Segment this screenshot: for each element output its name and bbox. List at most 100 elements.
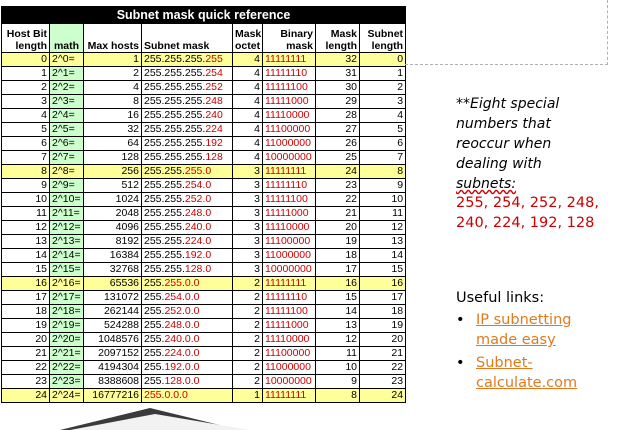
cell-max-hosts: 8192 — [83, 234, 142, 249]
mask-value: 255 — [164, 277, 182, 290]
cell-mask-length: 12 — [315, 332, 360, 347]
cell-mask-octet: 3 — [232, 234, 263, 249]
mask-value: 255 — [205, 53, 223, 66]
cell-binary-mask: 11100000 — [262, 234, 316, 249]
cell-subnet-mask: 255.255.255.252 — [141, 80, 233, 95]
cell-binary-mask: 11000000 — [262, 248, 316, 263]
cell-math: 2^16= — [49, 276, 84, 291]
cell-max-hosts: 4 — [83, 80, 142, 95]
mask-prefix: 255. — [144, 277, 165, 290]
mask-value: 254 — [164, 291, 182, 304]
table-row: 14 2^14= 16384 255.255.192.0 3 11000000 18 14 — [1, 248, 407, 263]
cell-mask-octet: 4 — [232, 66, 263, 81]
cell-mask-length: 26 — [315, 136, 360, 151]
cell-subnet-length: 4 — [358, 108, 407, 123]
slide-corner-decoration — [60, 408, 250, 430]
cell-subnet-length: 14 — [358, 248, 407, 263]
cell-max-hosts: 1048576 — [83, 332, 142, 347]
cell-mask-length: 31 — [315, 66, 360, 81]
cell-host-bits: 8 — [1, 164, 50, 179]
mask-prefix: 255.255. — [144, 235, 185, 248]
mask-value: 224 — [184, 235, 203, 248]
table-row: 6 2^6= 64 255.255.255.192 4 11000000 26 6 — [1, 136, 407, 151]
mask-suffix: .0 — [202, 207, 212, 220]
mask-prefix: 255.255. — [144, 221, 185, 234]
table-row: 15 2^15= 32768 255.255.128.0 3 10000000 17 15 — [1, 262, 407, 277]
cell-max-hosts: 131072 — [83, 290, 142, 305]
table-row: 7 2^7= 128 255.255.255.128 4 10000000 25 7 — [1, 150, 407, 165]
cell-max-hosts: 32 — [83, 122, 142, 137]
mask-prefix: 255. — [144, 305, 165, 318]
cell-host-bits: 12 — [1, 220, 50, 235]
cell-subnet-length: 3 — [358, 94, 407, 109]
cell-binary-mask: 11111100 — [262, 80, 316, 95]
table-row: 3 2^3= 8 255.255.255.248 4 11111000 29 3 — [1, 94, 407, 109]
cell-subnet-length: 23 — [358, 374, 407, 389]
mask-value: 240 — [205, 109, 223, 122]
link-ip-subnetting[interactable]: IP subnetting made easy — [476, 312, 572, 348]
mask-value: 192 — [205, 137, 223, 150]
mask-prefix: 255.255.255. — [144, 81, 206, 94]
cell-host-bits: 24 — [1, 388, 50, 403]
cell-max-hosts: 16 — [83, 108, 142, 123]
mask-prefix: 255.255. — [144, 207, 185, 220]
link-subnet-calculate[interactable]: Subnet-calculate.com — [476, 355, 578, 391]
mask-suffix: .0.0 — [181, 333, 200, 346]
mask-suffix: .0 — [202, 235, 212, 248]
cell-binary-mask: 11100000 — [262, 346, 316, 361]
cell-subnet-length: 21 — [358, 346, 407, 361]
cell-math: 2^11= — [49, 206, 84, 221]
table-row: 13 2^13= 8192 255.255.224.0 3 11100000 19 13 — [1, 234, 407, 249]
mask-prefix: 255.255. — [144, 249, 185, 262]
cell-mask-octet: 4 — [232, 122, 263, 137]
cell-max-hosts: 16777216 — [83, 388, 142, 403]
cell-binary-mask: 11111100 — [262, 192, 316, 207]
header-binary-mask: Binary mask — [262, 23, 316, 53]
cell-mask-octet: 2 — [232, 360, 263, 375]
cell-binary-mask: 11000000 — [262, 360, 316, 375]
table-row: 11 2^11= 2048 255.255.248.0 3 11111000 21 11 — [1, 206, 407, 221]
cell-host-bits: 16 — [1, 276, 50, 291]
cell-subnet-mask: 255.255.254.0 — [141, 178, 233, 193]
special-numbers-list: 255, 254, 252, 248, 240, 224, 192, 128 — [456, 195, 599, 231]
cell-subnet-mask: 255.255.255.248 — [141, 94, 233, 109]
mask-prefix: 255.255. — [144, 165, 185, 178]
mask-suffix: .0.0 — [181, 319, 200, 332]
mask-suffix: .0.0 — [181, 291, 200, 304]
table-row: 20 2^20= 1048576 255.240.0.0 2 11110000 12 20 — [1, 332, 407, 347]
bullet-icon: • — [456, 355, 465, 371]
table-title: Subnet mask quick reference — [0, 6, 407, 24]
mask-value: 254 — [184, 179, 203, 192]
cell-max-hosts: 2097152 — [83, 346, 142, 361]
table-row: 9 2^9= 512 255.255.254.0 3 11111110 23 9 — [1, 178, 407, 193]
table-row: 12 2^12= 4096 255.255.240.0 3 11110000 20 12 — [1, 220, 407, 235]
mask-prefix: 255.255.255. — [144, 151, 206, 164]
cell-binary-mask: 11111110 — [262, 290, 316, 305]
cell-mask-octet: 4 — [232, 136, 263, 151]
list-item: • Subnet-calculate.com — [456, 353, 616, 393]
cell-subnet-mask: 255.255.240.0 — [141, 220, 233, 235]
mask-suffix: .0.0 — [181, 375, 200, 388]
cell-subnet-length: 15 — [358, 262, 407, 277]
mask-value: 240 — [164, 333, 182, 346]
cell-mask-octet: 4 — [232, 52, 263, 67]
cell-mask-octet: 2 — [232, 304, 263, 319]
cell-host-bits: 10 — [1, 192, 50, 207]
cell-subnet-length: 12 — [358, 220, 407, 235]
mask-prefix: 255. — [144, 319, 165, 332]
cell-subnet-mask: 255.255.255.255 — [141, 52, 233, 67]
table-row: 0 2^0= 1 255.255.255.255 4 11111111 32 0 — [1, 52, 407, 67]
cell-mask-octet: 2 — [232, 346, 263, 361]
cell-math: 2^18= — [49, 304, 84, 319]
table-row: 8 2^8= 256 255.255.255.0 3 11111111 24 8 — [1, 164, 407, 179]
useful-links-list: • IP subnetting made easy • Subnet-calcu… — [456, 310, 616, 396]
cell-host-bits: 23 — [1, 374, 50, 389]
dashed-frame — [405, 0, 608, 65]
mask-suffix: .0 — [202, 165, 212, 178]
cell-max-hosts: 8 — [83, 94, 142, 109]
cell-mask-octet: 3 — [232, 164, 263, 179]
cell-mask-octet: 3 — [232, 248, 263, 263]
cell-host-bits: 5 — [1, 122, 50, 137]
cell-host-bits: 4 — [1, 108, 50, 123]
table-row: 23 2^23= 8388608 255.128.0.0 2 10000000 9 23 — [1, 374, 407, 389]
